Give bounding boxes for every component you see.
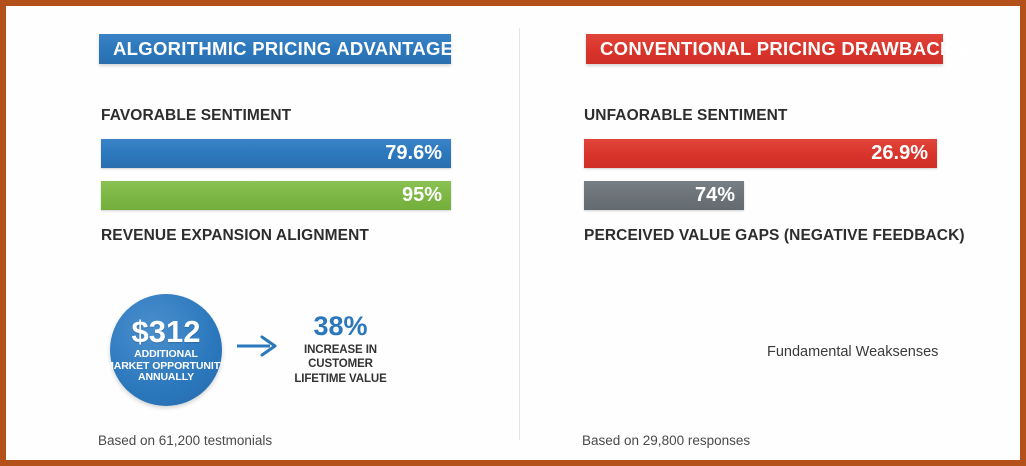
left-bar-1-value: 79.6% [385,142,442,164]
left-stat-line-1: INCREASE IN [303,344,378,356]
left-stat-description: INCREASE IN CUSTOMER LIFETIME VALUE [283,343,398,386]
right-bar-2-value: 74% [694,184,735,206]
left-circle-caption-line-2: MARKET OPPORTUNITY [105,359,227,372]
left-banner-title: ALGORITHMIC PRICING ADVANTAGES [113,38,466,59]
panel-algorithmic-pricing-advantages: ALGORITHMIC PRICING ADVANTAGES FAVORABLE… [6,6,519,460]
left-circle-caption-line-1: ADDITIONAL [134,347,198,360]
left-bar-favorable-sentiment: 79.6% [101,139,451,168]
left-stat-percent: 38% [313,311,368,341]
left-caption-revenue-expansion-alignment: REVENUE EXPANSION ALIGNMENT [101,227,369,244]
panel-conventional-pricing-drawbacks: CONVENTIONAL PRICING DRAWBACKS UNFAORABL… [519,6,1020,460]
left-stat-line-2: CUSTOMER [308,358,373,371]
left-circle-caption-line-3: ANNUALLY [138,371,194,384]
left-bar-2-value: 95% [401,184,442,206]
right-stat-text: Fundamental Weaksenses [767,344,939,360]
left-stat-circle: $312 ADDITIONAL MARKET OPPORTUNITY ANNUA… [105,294,227,406]
left-caption-favorable-sentiment: FAVORABLE SENTIMENT [101,107,292,124]
left-banner: ALGORITHMIC PRICING ADVANTAGES [99,34,466,64]
right-footnote: Based on 29,800 responses [582,433,751,448]
right-banner: CONVENTIONAL PRICING DRAWBACKS [586,34,966,64]
left-circle-caption: ADDITIONAL MARKET OPPORTUNITY ANNUALLY [105,347,227,384]
left-stat-line-3: LIFETIME VALUE [294,372,387,385]
right-caption-perceived-value-gaps: PERCEIVED VALUE GAPS (NEGATIVE FEEDBACK) [584,227,965,244]
left-stat-text: 38% INCREASE IN CUSTOMER LIFETIME VALUE [283,313,398,386]
left-footnote: Based on 61,200 testmonials [98,433,273,448]
left-arrow-icon [237,335,279,362]
left-bar-revenue-expansion: 95% [101,181,451,210]
left-circle-value: $312 [131,313,201,349]
right-banner-title: CONVENTIONAL PRICING DRAWBACKS [600,38,967,59]
right-bar-unfavorable-sentiment: 26.9% [584,139,937,168]
right-bar-1-value: 26.9% [871,142,928,164]
right-bar-perceived-value-gaps: 74% [584,181,744,210]
panel-divider [519,28,520,440]
right-caption-unfavorable-sentiment: UNFAORABLE SENTIMENT [584,107,788,124]
